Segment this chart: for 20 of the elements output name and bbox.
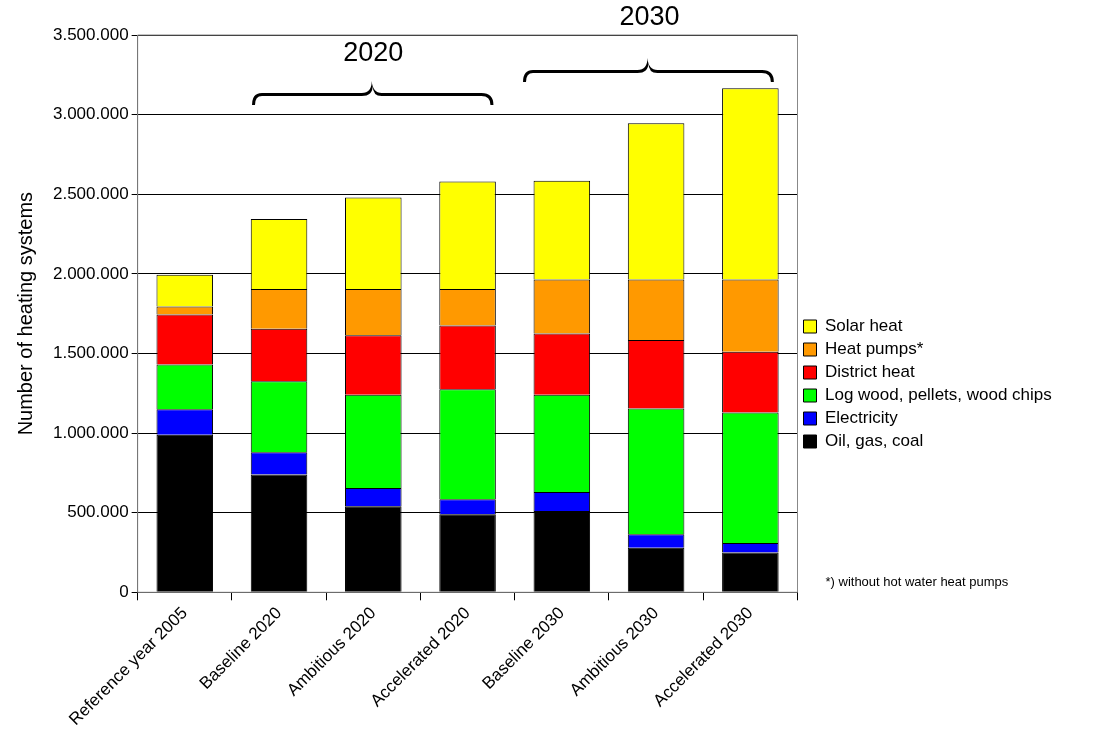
y-tick-label: 500.000 bbox=[67, 502, 129, 522]
legend-label: Solar heat bbox=[825, 316, 903, 336]
y-axis-title: Number of heating systems bbox=[13, 191, 36, 436]
legend-label: District heat bbox=[825, 362, 916, 382]
legend-label: Oil, gas, coal bbox=[825, 431, 924, 451]
text: 2030 bbox=[619, 1, 680, 33]
legend-label: Heat pumps* bbox=[825, 339, 924, 359]
y-tick-label: 1.500.000 bbox=[52, 343, 129, 363]
y-tick-label: 1.000.000 bbox=[52, 422, 129, 442]
y-tick-label: 2.500.000 bbox=[52, 183, 129, 203]
y-tick-label: 3.000.000 bbox=[52, 104, 129, 124]
bar bbox=[722, 552, 779, 592]
y-tick-label: 2.000.000 bbox=[52, 263, 129, 283]
legend-label: Log wood, pellets, wood chips bbox=[825, 385, 1052, 405]
legend-label: Electricity bbox=[825, 408, 899, 428]
annotation: 2020 bbox=[343, 37, 404, 69]
bar bbox=[439, 514, 496, 592]
y-tick-label: 3.500.000 bbox=[52, 24, 129, 44]
y-tick-label: 0 bbox=[119, 582, 129, 601]
text: *) without hot water heat pumps bbox=[825, 574, 1009, 590]
